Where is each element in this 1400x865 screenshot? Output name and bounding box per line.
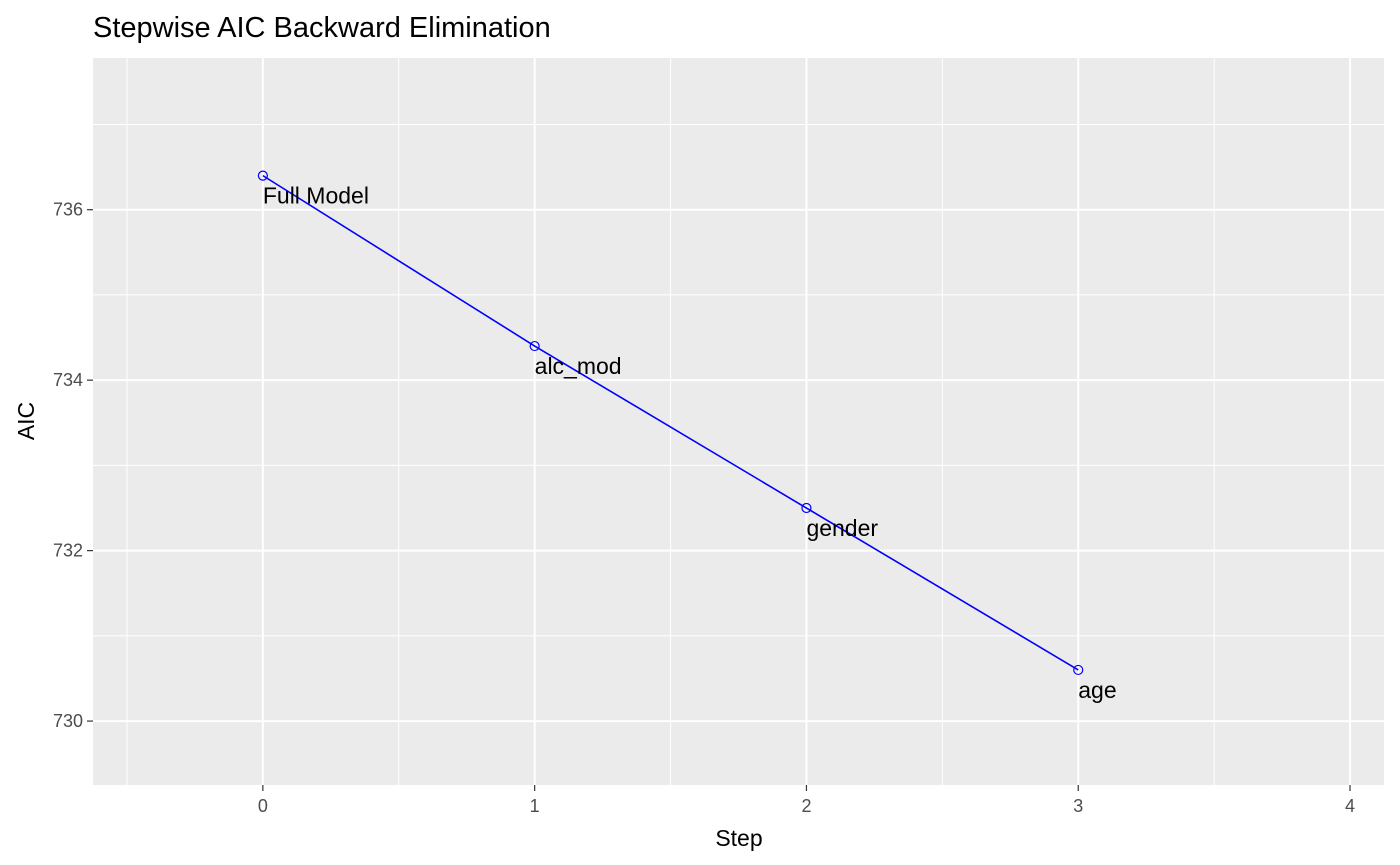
y-tick-label: 732 bbox=[53, 541, 83, 561]
x-tick-label: 0 bbox=[258, 796, 268, 816]
y-tick-label: 730 bbox=[53, 711, 83, 731]
series-line bbox=[262, 174, 1079, 671]
y-tick-label: 734 bbox=[53, 370, 83, 390]
y-axis-ticks: 730 732 734 736 bbox=[53, 200, 93, 731]
chart-title: Stepwise AIC Backward Elimination bbox=[93, 12, 551, 44]
x-tick-label: 1 bbox=[530, 796, 540, 816]
data-point bbox=[1073, 664, 1084, 676]
major-gridlines bbox=[93, 58, 1384, 785]
data-point bbox=[257, 170, 268, 181]
plot-panel bbox=[93, 58, 1384, 785]
point-label: age bbox=[1078, 677, 1116, 703]
x-tick-label: 2 bbox=[801, 796, 811, 816]
y-tick-label: 736 bbox=[53, 200, 83, 220]
minor-gridlines bbox=[93, 58, 1384, 785]
data-points bbox=[257, 170, 1084, 676]
x-tick-label: 4 bbox=[1345, 796, 1355, 816]
y-axis-title: AIC bbox=[13, 402, 39, 440]
data-point bbox=[801, 502, 812, 514]
data-point bbox=[529, 340, 540, 352]
point-label: Full Model bbox=[263, 183, 369, 209]
series-aic bbox=[262, 174, 1079, 671]
point-label: alc_mod bbox=[535, 353, 622, 379]
x-tick-label: 3 bbox=[1073, 796, 1083, 816]
x-axis-title: Step bbox=[715, 825, 762, 851]
point-label: gender bbox=[806, 515, 878, 541]
x-axis-ticks: 0 1 2 3 4 bbox=[258, 785, 1355, 816]
